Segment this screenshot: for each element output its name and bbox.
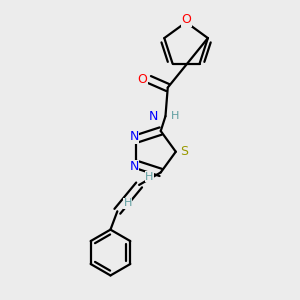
Text: O: O [181, 14, 191, 26]
Text: H: H [170, 111, 179, 121]
Text: H: H [145, 172, 154, 182]
Text: O: O [138, 73, 148, 86]
Text: N: N [149, 110, 159, 123]
Text: H: H [124, 198, 132, 208]
Text: S: S [180, 145, 188, 158]
Text: N: N [129, 160, 139, 173]
Text: N: N [129, 130, 139, 143]
